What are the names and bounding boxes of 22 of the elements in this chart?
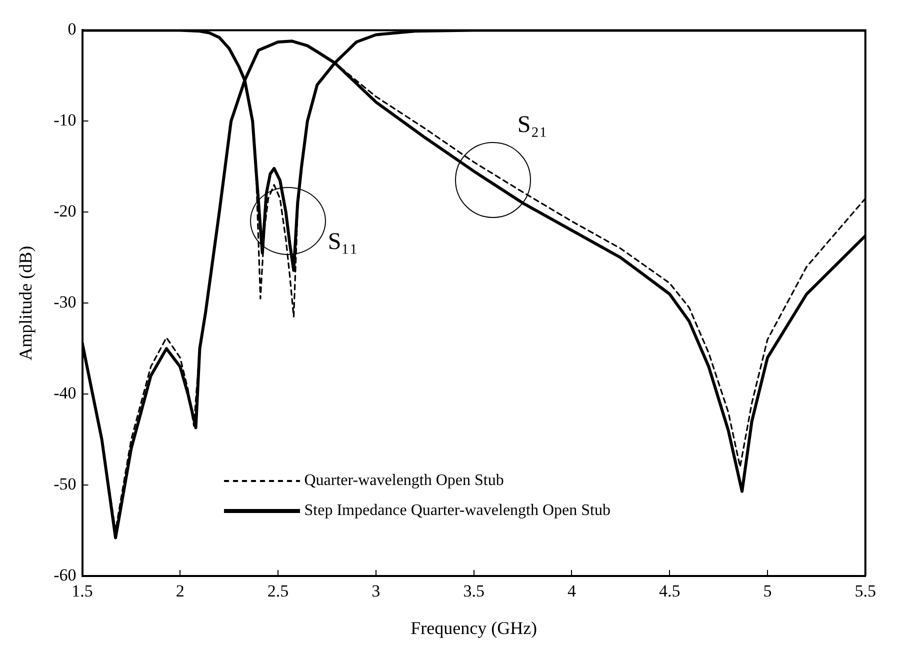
legend-label: Step Impedance Quarter-wavelength Open Stub [304, 502, 610, 520]
y-tick-label: -10 [54, 110, 76, 130]
x-tick-label: 4.5 [658, 582, 680, 601]
y-tick-label: -40 [54, 384, 76, 403]
x-tick-label: 5 [763, 582, 772, 601]
y-tick-label: -20 [54, 202, 76, 221]
y-axis-title: Amplitude (dB) [16, 246, 36, 360]
y-tick-label: -30 [54, 292, 76, 312]
x-tick-label: 2.5 [267, 582, 289, 601]
x-tick-label: 3.5 [463, 582, 484, 601]
annotation: S₂₁ [517, 112, 548, 140]
annotation: S₁₁ [328, 229, 358, 256]
x-tick-label: 5.5 [854, 582, 876, 601]
x-tick-label: 4 [567, 582, 576, 601]
legend-label: Quarter-wavelength Open Stub [304, 472, 504, 490]
y-tick-label: 0 [68, 20, 76, 39]
x-axis-title: Frequency (GHz) [410, 618, 538, 638]
y-tick-label: -50 [54, 474, 76, 494]
x-tick-label: 2 [176, 582, 184, 601]
x-tick-label: 3 [372, 582, 380, 601]
y-tick-label: -60 [54, 565, 76, 584]
x-tick-label: 1.5 [72, 582, 93, 601]
